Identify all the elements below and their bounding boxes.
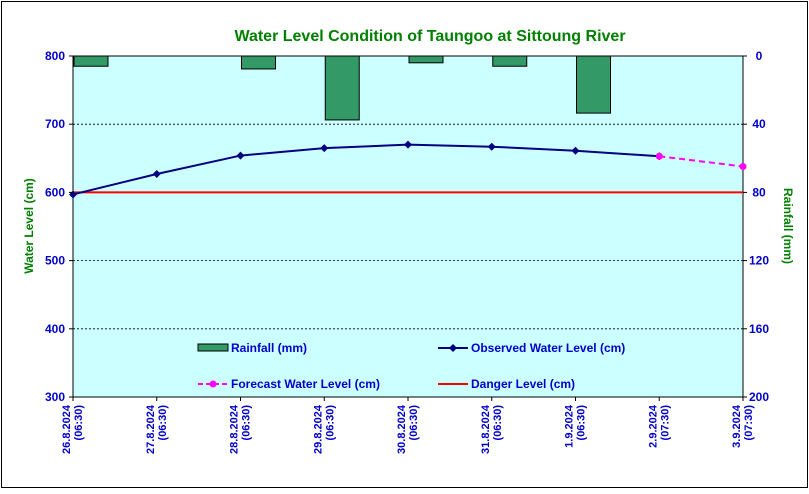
x-tick-label-line: (07:30): [743, 405, 755, 441]
forecast-point: [739, 162, 747, 170]
y2-tick-label: 120: [749, 254, 769, 268]
x-tick-label-line: 27.8.2024: [145, 404, 157, 454]
x-tick-label: 2.9.2024(07:30): [647, 404, 671, 448]
rainfall-bar: [73, 55, 109, 67]
y-tick-label: 800: [45, 49, 65, 63]
rainfall-bar: [408, 55, 444, 64]
observed-point: [487, 142, 496, 151]
legend-label: Forecast Water Level (cm): [231, 377, 380, 391]
legend-label: Danger Level (cm): [471, 377, 575, 391]
legend-forecast-marker: [209, 380, 217, 388]
x-tick-label-line: (06:30): [324, 405, 336, 441]
x-tick-label-line: 28.8.2024: [229, 404, 241, 454]
x-tick-label: 29.8.2024(06:30): [312, 404, 336, 454]
rainfall-bar: [324, 55, 360, 121]
y-tick-label: 500: [45, 254, 65, 268]
rainfall-bar: [241, 55, 276, 70]
legend-rainfall-swatch: [197, 343, 229, 352]
rainfall-bar: [492, 55, 528, 67]
x-tick-label-line: 31.8.2024: [480, 404, 492, 454]
observed-point: [152, 169, 161, 178]
x-tick-label-line: (06:30): [492, 405, 504, 441]
y2-axis-label: Rainfall (mm): [781, 188, 795, 264]
x-tick-label-line: (06:30): [576, 405, 588, 441]
legend-label: Observed Water Level (cm): [471, 341, 625, 355]
legend-observed-marker: [449, 344, 457, 352]
x-tick-label-line: (07:30): [659, 405, 671, 441]
x-tick-label: 31.8.2024(06:30): [480, 404, 504, 454]
observed-point: [571, 146, 580, 155]
x-tick-label: 28.8.2024(06:30): [229, 404, 253, 454]
y-tick-label: 400: [45, 322, 65, 336]
x-tick-label-line: 2.9.2024: [647, 404, 659, 448]
rainfall-bar: [576, 55, 611, 114]
observed-water-level-line: [72, 143, 660, 196]
x-tick-label-line: (06:30): [408, 405, 420, 441]
x-tick-label: 30.8.2024(06:30): [396, 404, 420, 454]
legend-label: Rainfall (mm): [231, 341, 307, 355]
x-tick-label-line: (06:30): [157, 405, 169, 441]
x-tick-label-line: (06:30): [241, 405, 253, 441]
x-tick-label: 26.8.2024(06:30): [61, 404, 85, 454]
y2-tick-label: 200: [749, 390, 769, 404]
observed-point: [236, 151, 245, 160]
x-tick-label-line: 29.8.2024: [312, 404, 324, 454]
observed-point: [404, 140, 412, 149]
x-tick-label-line: 1.9.2024: [564, 404, 576, 448]
x-tick-label-line: (06:30): [73, 405, 85, 441]
forecast-water-level-line: [659, 155, 744, 168]
y2-tick-label: 160: [749, 322, 769, 336]
y-axis-label: Water Level (cm): [22, 178, 36, 274]
chart-title: Water Level Condition of Taungoo at Sitt…: [234, 28, 625, 45]
x-tick-label: 1.9.2024(06:30): [564, 404, 588, 448]
x-tick-label: 27.8.2024(06:30): [145, 404, 169, 454]
y-tick-label: 600: [45, 185, 65, 199]
x-tick-label-line: 26.8.2024: [61, 404, 73, 454]
y2-tick-label: 40: [752, 117, 766, 131]
x-tick-label-line: 3.9.2024: [731, 404, 743, 448]
forecast-point: [655, 152, 663, 160]
y2-tick-label: 80: [752, 185, 766, 199]
x-tick-label-line: 30.8.2024: [396, 404, 408, 454]
x-tick-label: 3.9.2024(07:30): [731, 404, 755, 448]
y-tick-label: 700: [45, 117, 65, 131]
plot-area: [72, 55, 744, 398]
observed-point: [320, 144, 329, 153]
y-tick-label: 300: [45, 390, 65, 404]
y2-tick-label: 0: [756, 49, 763, 63]
